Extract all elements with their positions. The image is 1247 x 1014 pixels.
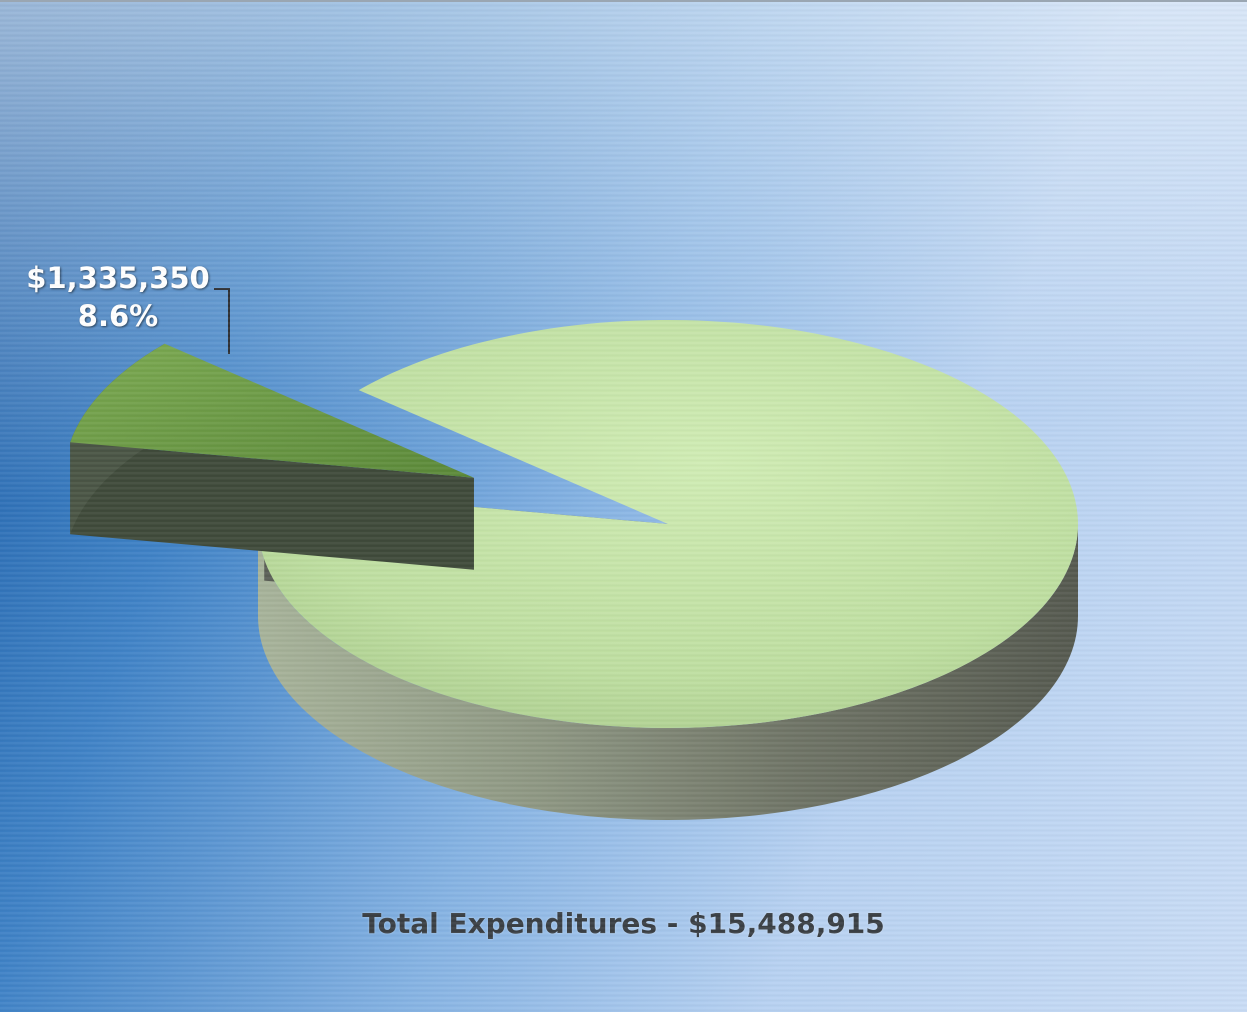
slice-label: $1,335,350 8.6% (18, 259, 218, 335)
pie-slice-small-top (70, 343, 474, 478)
pie-slice-top (258, 320, 1078, 728)
pie-slice-small-side (70, 442, 474, 570)
pie-slice-side (258, 524, 1078, 820)
total-expenditures-label: Total Expenditures - $15,488,915 (362, 907, 885, 940)
leader-line (214, 288, 230, 354)
slice-value-label: $1,335,350 (26, 261, 210, 295)
slice-percent-label: 8.6% (77, 299, 159, 333)
